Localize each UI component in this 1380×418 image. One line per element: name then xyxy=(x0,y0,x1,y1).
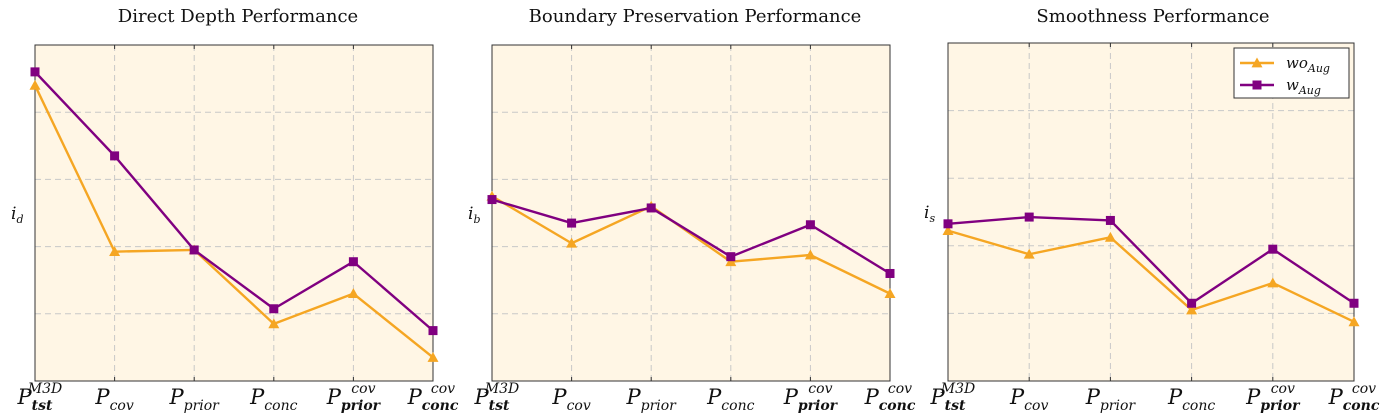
data-point-w_Aug xyxy=(805,220,815,230)
plot-background xyxy=(948,43,1354,381)
data-point-w_Aug xyxy=(885,268,895,278)
data-point-w_Aug xyxy=(110,151,120,161)
plot-frame xyxy=(947,42,1355,382)
data-point-wo_Aug xyxy=(884,288,896,299)
data-point-w_Aug xyxy=(1105,215,1115,225)
y-axis-label: id xyxy=(11,204,23,226)
x-tick-label: Ptst xyxy=(474,385,510,414)
chart-title: Boundary Preservation Performance xyxy=(529,6,862,27)
x-tick-label: Pprior xyxy=(783,385,839,414)
data-point-wo_Aug xyxy=(942,225,954,235)
legend-box xyxy=(1233,47,1350,99)
x-tick-label-superscript: cov xyxy=(1352,381,1376,397)
data-point-w_Aug xyxy=(348,257,358,267)
x-tick-label: Pprior xyxy=(1085,385,1137,414)
chart-title: Smoothness Performance xyxy=(1036,6,1269,27)
x-tick-label: Pconc xyxy=(1167,385,1215,414)
x-tick-label: Pconc xyxy=(706,385,754,414)
x-tick-label: Pcov xyxy=(1009,385,1048,414)
plot-frame xyxy=(491,44,891,382)
x-tick-label: Pprior xyxy=(168,385,220,414)
plot-background xyxy=(492,45,890,381)
data-point-w_Aug xyxy=(428,326,438,336)
y-axis-label: ib xyxy=(468,204,480,226)
plot-background xyxy=(35,45,433,381)
data-point-w_Aug xyxy=(30,67,40,77)
data-point-w_Aug xyxy=(1349,298,1359,308)
data-point-w_Aug xyxy=(726,252,736,262)
legend-marker-w_Aug xyxy=(1252,80,1262,90)
data-point-w_Aug xyxy=(646,203,656,213)
plot-frame xyxy=(34,44,434,382)
x-tick-label-superscript: M3D xyxy=(940,381,975,397)
x-tick-label-superscript: cov xyxy=(1271,381,1295,397)
x-tick-label-superscript: cov xyxy=(351,381,375,397)
x-tick-label: Pconc xyxy=(407,385,459,414)
data-point-wo_Aug xyxy=(29,79,41,90)
data-point-w_Aug xyxy=(487,195,497,205)
chart-panel-2: Boundary Preservation Performance ib PtstM… xyxy=(468,6,916,414)
data-point-w_Aug xyxy=(943,219,953,229)
data-point-w_Aug xyxy=(189,245,199,255)
data-point-wo_Aug xyxy=(347,288,359,299)
x-tick-label: Pcov xyxy=(94,385,133,414)
data-point-wo_Aug xyxy=(1186,304,1198,315)
data-point-w_Aug xyxy=(567,218,577,228)
x-tick-label-superscript: cov xyxy=(431,381,455,397)
series-line-wo_Aug xyxy=(491,195,891,295)
series-line-wo_Aug xyxy=(947,229,1355,323)
x-tick-label: Pconc xyxy=(1328,385,1380,414)
data-point-w_Aug xyxy=(1024,212,1034,222)
x-tick-label: Pprior xyxy=(1245,385,1301,414)
legend-label-wo_Aug: woAug xyxy=(1286,54,1330,75)
data-point-w_Aug xyxy=(1187,298,1197,308)
data-point-w_Aug xyxy=(1268,244,1278,254)
x-tick-label: Pconc xyxy=(864,385,916,414)
data-point-wo_Aug xyxy=(804,249,816,260)
y-axis-label: is xyxy=(924,203,935,225)
data-point-wo_Aug xyxy=(427,351,439,362)
data-point-w_Aug xyxy=(269,304,279,314)
x-tick-label: Pprior xyxy=(625,385,677,414)
x-tick-label: Ptst xyxy=(930,385,966,414)
x-tick-label-superscript: cov xyxy=(888,381,912,397)
x-tick-label: Ptst xyxy=(17,385,53,414)
legend-label-w_Aug: wAug xyxy=(1286,76,1321,97)
data-point-wo_Aug xyxy=(566,237,578,248)
data-point-wo_Aug xyxy=(1104,231,1116,242)
data-point-wo_Aug xyxy=(1348,316,1360,327)
x-tick-label-superscript: M3D xyxy=(27,381,62,397)
x-tick-label: Pcov xyxy=(551,385,590,414)
series-line-w_Aug xyxy=(947,215,1355,305)
x-tick-label-superscript: M3D xyxy=(484,381,519,397)
x-tick-label-superscript: cov xyxy=(808,381,832,397)
legend-marker-wo_Aug xyxy=(1251,57,1263,68)
series-line-w_Aug xyxy=(34,71,434,332)
data-point-wo_Aug xyxy=(109,246,121,257)
x-tick-label: Pconc xyxy=(249,385,297,414)
x-tick-label: Pprior xyxy=(326,385,382,414)
series-line-wo_Aug xyxy=(33,84,434,359)
data-point-wo_Aug xyxy=(1267,277,1279,288)
chart-title: Direct Depth Performance xyxy=(118,6,358,27)
series-line-w_Aug xyxy=(491,198,891,275)
data-point-wo_Aug xyxy=(268,318,280,329)
data-point-wo_Aug xyxy=(1023,248,1035,259)
